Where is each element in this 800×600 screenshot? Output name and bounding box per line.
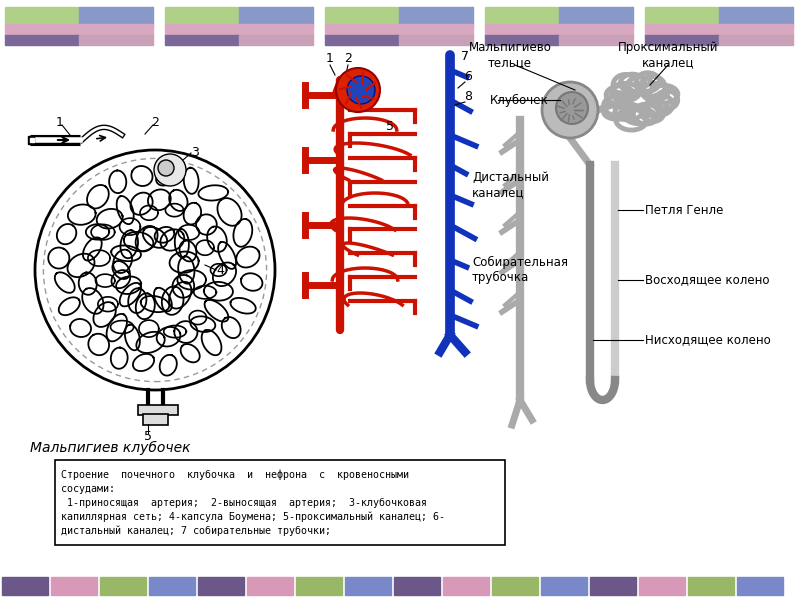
Text: Строение  почечного  клубочка  и  нефрона  с  кровеносными: Строение почечного клубочка и нефрона с …	[61, 470, 409, 481]
Bar	[165, 24, 313, 36]
Bar	[485, 35, 559, 45]
Bar	[559, 35, 633, 45]
Bar	[719, 35, 793, 45]
Bar	[541, 577, 587, 595]
Bar	[485, 24, 633, 36]
Bar	[688, 577, 734, 595]
Circle shape	[336, 68, 380, 112]
Bar	[590, 577, 636, 595]
Bar	[149, 577, 195, 595]
Bar	[2, 577, 48, 595]
Bar	[492, 577, 538, 595]
Circle shape	[154, 154, 186, 186]
Text: 1-приносящая  артерия;  2-выносящая  артерия;  3-клубочковая: 1-приносящая артерия; 2-выносящая артери…	[61, 498, 427, 508]
Bar	[51, 577, 97, 595]
Text: капиллярная сеть; 4-капсула Боумена; 5-проксимальный каналец; 6-: капиллярная сеть; 4-капсула Боумена; 5-п…	[61, 512, 445, 523]
Text: Мальпигиево
тельце: Мальпигиево тельце	[469, 41, 551, 69]
Bar	[5, 7, 79, 25]
Circle shape	[35, 150, 275, 390]
Circle shape	[556, 92, 588, 124]
Text: Клубочек: Клубочек	[490, 94, 549, 107]
Text: 5: 5	[386, 120, 394, 133]
Bar	[239, 7, 313, 25]
Text: 6: 6	[464, 70, 472, 83]
Circle shape	[542, 82, 598, 138]
Text: 2: 2	[151, 115, 159, 128]
Text: 5: 5	[144, 430, 152, 443]
Text: 7: 7	[461, 50, 469, 63]
Bar	[143, 414, 168, 425]
Text: сосудами:: сосудами:	[61, 484, 115, 494]
Bar	[645, 35, 719, 45]
Text: дистальный каналец; 7 собирательные трубочки;: дистальный каналец; 7 собирательные труб…	[61, 526, 331, 536]
Bar	[719, 7, 793, 25]
Bar	[485, 7, 559, 25]
Bar	[443, 577, 489, 595]
Bar	[28, 136, 34, 144]
Circle shape	[158, 160, 174, 176]
Bar	[165, 7, 239, 25]
Text: 1: 1	[56, 115, 64, 128]
Bar	[559, 7, 633, 25]
Bar	[198, 577, 244, 595]
Text: Собирательная
трубочка: Собирательная трубочка	[472, 256, 568, 284]
Bar	[394, 577, 440, 595]
Bar	[79, 35, 153, 45]
Text: 3: 3	[191, 145, 199, 158]
Text: Нисходящее колено: Нисходящее колено	[645, 334, 770, 346]
Text: Петля Генле: Петля Генле	[645, 203, 723, 217]
Bar	[165, 35, 239, 45]
Bar	[399, 7, 473, 25]
Bar	[399, 35, 473, 45]
Bar	[79, 7, 153, 25]
Bar	[345, 577, 391, 595]
Text: Проксимальный
каналец: Проксимальный каналец	[618, 41, 718, 69]
Bar	[100, 577, 146, 595]
Bar	[5, 35, 79, 45]
Bar	[296, 577, 342, 595]
Bar	[325, 7, 399, 25]
Bar	[645, 24, 793, 36]
Circle shape	[347, 76, 375, 104]
Bar	[30, 138, 34, 142]
Bar	[325, 35, 399, 45]
Bar	[239, 35, 313, 45]
Bar	[138, 405, 178, 415]
Text: Дистальный
каналец: Дистальный каналец	[472, 171, 549, 199]
Bar	[639, 577, 685, 595]
Bar	[5, 24, 153, 36]
Text: 8: 8	[464, 90, 472, 103]
Bar	[55, 460, 505, 545]
Text: Мальпигиев клубочек: Мальпигиев клубочек	[30, 441, 190, 455]
Bar	[737, 577, 783, 595]
Bar	[325, 24, 473, 36]
Text: Восходящее колено: Восходящее колено	[645, 274, 770, 286]
Text: 4: 4	[216, 263, 224, 277]
Text: 2: 2	[344, 52, 352, 65]
Bar	[645, 7, 719, 25]
Text: 1: 1	[326, 52, 334, 65]
Bar	[247, 577, 293, 595]
